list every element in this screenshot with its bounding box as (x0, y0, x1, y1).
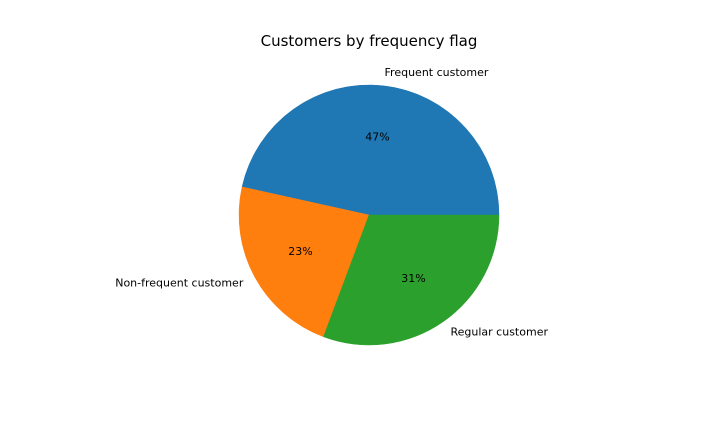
chart-title: Customers by frequency flag (261, 32, 478, 50)
pie-pct-label-0: 47% (365, 130, 389, 143)
pie-slice-2 (323, 214, 500, 346)
pie-slice-0 (241, 84, 500, 216)
pie-slice-label-1: Non-frequent customer (115, 276, 244, 289)
pie-labels: Frequent customer 47% Non-frequent custome… (115, 66, 548, 339)
pie-slices (238, 84, 500, 346)
pie-slice-label-2: Regular customer (451, 325, 549, 338)
pie-slice-label-0: Frequent customer (385, 66, 489, 79)
pie-pct-label-1: 23% (288, 245, 312, 258)
pie-pct-label-2: 31% (401, 272, 425, 285)
pie-slice-1 (238, 186, 370, 338)
